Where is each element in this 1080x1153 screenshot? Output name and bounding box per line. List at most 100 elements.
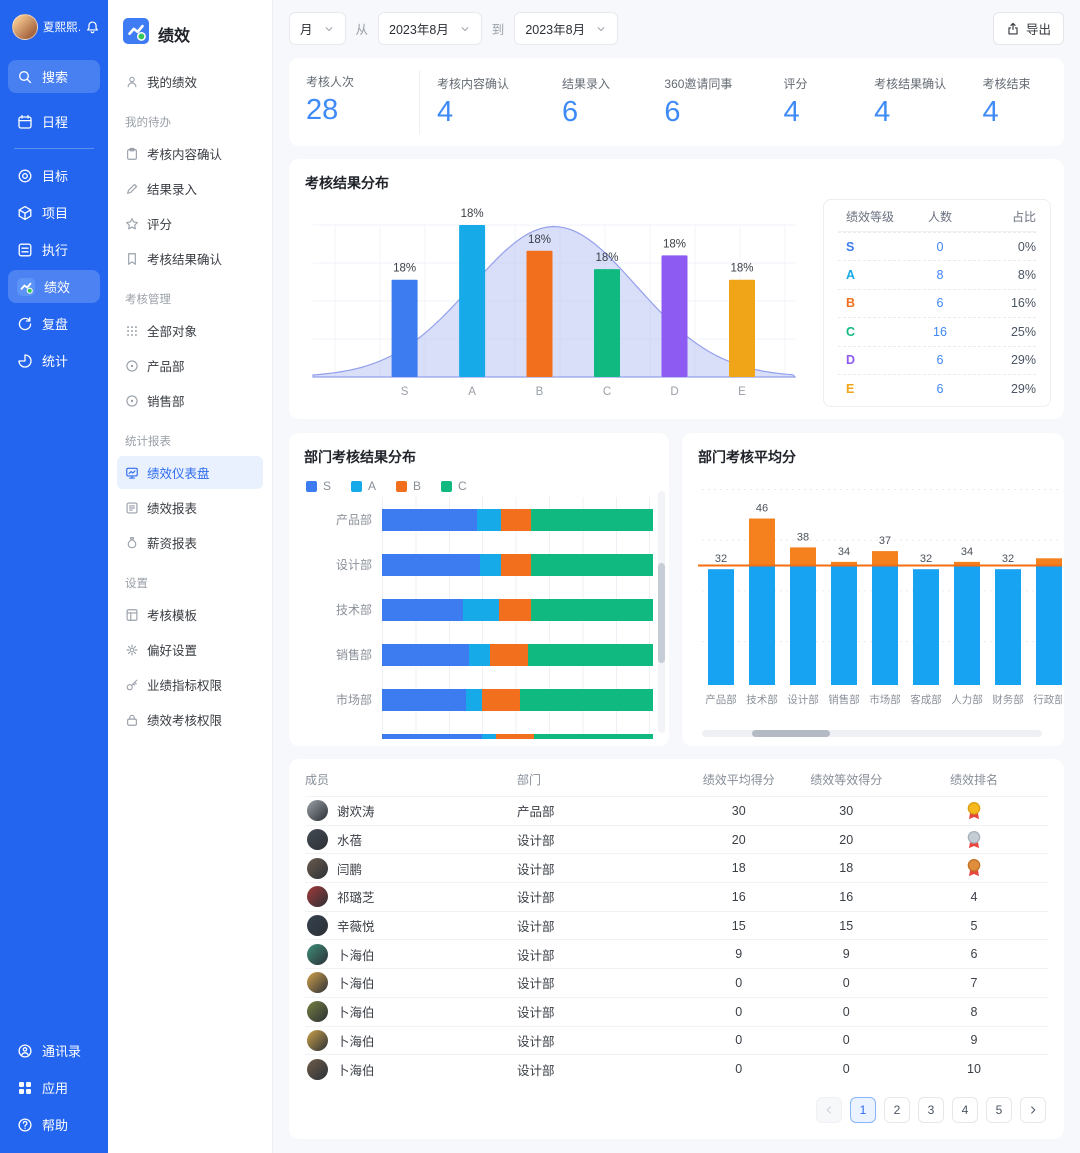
avg-bar-value-label: 34 — [838, 546, 850, 558]
rail-item-review[interactable]: 复盘 — [8, 307, 100, 340]
sidebar-item-my-performance[interactable]: 我的绩效 — [117, 65, 263, 98]
legend-swatch-icon — [306, 480, 317, 492]
avg-x-label: 设计部 — [787, 693, 819, 706]
bar-segment-A — [463, 598, 499, 621]
rail-item-search[interactable]: 搜索 — [8, 60, 100, 93]
member-row: 闫鹏 设计部 18 18 — [305, 853, 1048, 882]
member-dept: 设计部 — [517, 920, 555, 935]
rail-spacer — [0, 383, 108, 1028]
col-rank: 绩效排名 — [949, 773, 998, 787]
horizontal-scrollbar-thumb[interactable] — [752, 730, 830, 737]
review-icon — [18, 316, 32, 330]
user-avatar[interactable] — [12, 14, 38, 40]
from-date-select[interactable]: 2023年8月 — [378, 12, 482, 45]
member-equiv-score: 15 — [839, 918, 854, 933]
count-cell: 16 — [933, 324, 947, 339]
sidebar-item-perf-permission[interactable]: 绩效考核权限 — [117, 703, 263, 736]
rail-item-contacts[interactable]: 通讯录 — [8, 1034, 100, 1067]
dept-label: 销售部 — [335, 648, 372, 662]
statistics-icon — [18, 353, 32, 368]
page-button-5[interactable]: 5 — [986, 1096, 1012, 1123]
member-name: 卜海伯 — [337, 1063, 375, 1078]
sidebar-item-label: 绩效考核权限 — [147, 714, 223, 728]
bar-segment-A — [476, 508, 502, 531]
sidebar-item-perf-report[interactable]: 绩效报表 — [117, 491, 263, 524]
sidebar-item-kpi-permission[interactable]: 业绩指标权限 — [117, 668, 263, 701]
notification-bell-icon[interactable] — [85, 20, 100, 35]
bar-segment-S — [382, 643, 469, 666]
rail-item-goals[interactable]: 目标 — [8, 159, 100, 192]
next-page-button[interactable] — [1020, 1096, 1046, 1123]
avg-x-label: 技术部 — [746, 693, 778, 706]
page-button-3[interactable]: 3 — [918, 1096, 944, 1123]
avg-bar-blue — [708, 569, 734, 685]
sidebar-item-label: 我的绩效 — [147, 76, 198, 90]
rail-item-performance[interactable]: 绩效 — [8, 270, 100, 303]
member-avg-score: 16 — [731, 889, 746, 904]
avg-bar-value-label: 32 — [1002, 553, 1014, 565]
vertical-scrollbar-thumb[interactable] — [658, 563, 665, 663]
count-cell: 6 — [936, 296, 944, 311]
rail-item-label: 目标 — [42, 169, 69, 184]
member-avatar — [307, 800, 328, 822]
rail-item-schedule[interactable]: 日程 — [8, 105, 100, 138]
distribution-chart-svg: 18% S 18% A 18% B 18% C 18% D 18% E — [312, 208, 797, 398]
legend-item-C: C — [441, 479, 467, 493]
member-avatar — [307, 886, 328, 908]
grade-table-header: 绩效等级 人数 占比 — [838, 202, 1036, 232]
granularity-value: 月 — [300, 23, 313, 37]
member-rank: 6 — [900, 947, 1048, 961]
chevron-down-icon — [323, 23, 335, 35]
sidebar-item-result-confirm[interactable]: 考核结果确认 — [117, 242, 263, 275]
bar-segment-S — [382, 733, 483, 739]
to-date-select[interactable]: 2023年8月 — [514, 12, 619, 45]
avg-x-label: 人力部 — [951, 693, 983, 706]
sidebar-item-preferences[interactable]: 偏好设置 — [117, 633, 263, 666]
rank-number: 10 — [967, 1062, 981, 1077]
member-name: 闫鹏 — [337, 862, 363, 877]
grade-table-row: D 6 29% — [838, 345, 1036, 374]
member-equiv-score: 30 — [839, 803, 854, 818]
bar-segment-B — [495, 733, 534, 739]
dept-label: 产品部 — [335, 513, 372, 527]
filter-bar: 月 从 2023年8月 到 2023年8月 导出 — [289, 12, 1064, 45]
member-rank: 4 — [900, 890, 1048, 904]
page-button-1[interactable]: 1 — [850, 1096, 876, 1123]
sidebar-item-product-dept[interactable]: 产品部 — [117, 349, 263, 382]
grade-cell: B — [846, 296, 856, 311]
avg-bar-orange — [954, 561, 980, 566]
rail-item-projects[interactable]: 项目 — [8, 196, 100, 229]
sidebar-item-salary-report[interactable]: 薪资报表 — [117, 526, 263, 559]
org-icon — [126, 359, 138, 372]
grade-table-row: E 6 29% — [838, 373, 1036, 402]
sidebar-item-label: 薪资报表 — [147, 537, 198, 551]
pct-col-header: 占比 — [1011, 210, 1036, 224]
member-avg-score: 0 — [735, 975, 743, 990]
sidebar-item-assess-template[interactable]: 考核模板 — [117, 598, 263, 631]
sidebar-item-all-objects[interactable]: 全部对象 — [117, 314, 263, 347]
kpi-stat-6: 考核结束 4 — [966, 75, 1065, 129]
rail-item-execution[interactable]: 执行 — [8, 233, 100, 266]
rail-item-statistics[interactable]: 统计 — [8, 344, 100, 377]
gold-medal-icon — [967, 801, 981, 819]
granularity-select[interactable]: 月 — [289, 12, 346, 45]
sidebar-item-scoring[interactable]: 评分 — [117, 207, 263, 240]
dist-x-label: D — [670, 386, 678, 398]
user-row[interactable]: 夏熙熙… — [0, 0, 108, 48]
avg-bar-orange — [749, 518, 775, 566]
rail-item-apps[interactable]: 应用 — [8, 1071, 100, 1104]
rail-item-help[interactable]: 帮助 — [8, 1108, 100, 1141]
sidebar-item-content-confirm[interactable]: 考核内容确认 — [117, 137, 263, 170]
kpi-label: 360邀请同事 — [664, 77, 733, 91]
export-button[interactable]: 导出 — [992, 12, 1064, 45]
count-cell: 8 — [936, 268, 944, 283]
sidebar-item-sales-dept[interactable]: 销售部 — [117, 384, 263, 417]
sidebar-item-perf-dashboard[interactable]: 绩效仪表盘 — [117, 456, 263, 489]
sidebar-item-result-entry[interactable]: 结果录入 — [117, 172, 263, 205]
result-distribution-title: 考核结果分布 — [305, 175, 389, 191]
page-button-2[interactable]: 2 — [884, 1096, 910, 1123]
page-button-4[interactable]: 4 — [952, 1096, 978, 1123]
prev-page-button[interactable] — [816, 1096, 842, 1123]
dist-bar-pct-label: 18% — [393, 263, 416, 275]
kpi-stats-card: 考核人次 28 考核内容确认 4 结果录入 6 360邀请同事 6 评分 4 考核结果确认 4 考核结束… — [289, 58, 1064, 146]
